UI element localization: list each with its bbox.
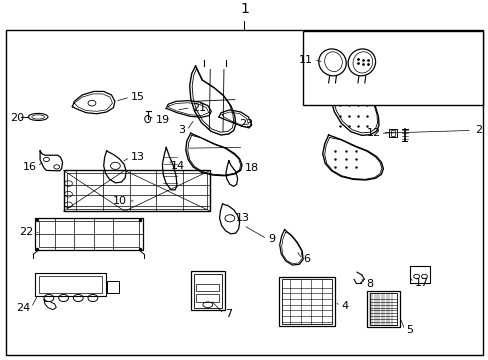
Text: 17: 17 bbox=[414, 278, 428, 288]
Bar bbox=[106, 281, 119, 293]
Text: 4: 4 bbox=[341, 301, 348, 311]
Text: 1: 1 bbox=[240, 2, 248, 16]
Bar bbox=[388, 129, 396, 137]
Text: 19: 19 bbox=[155, 115, 169, 125]
Text: 7: 7 bbox=[224, 309, 232, 319]
Bar bbox=[390, 130, 394, 136]
Bar bbox=[35, 273, 106, 296]
Text: 16: 16 bbox=[22, 162, 37, 172]
Bar bbox=[195, 284, 219, 291]
Bar bbox=[409, 266, 429, 283]
Bar bbox=[366, 291, 399, 327]
Text: 6: 6 bbox=[303, 254, 309, 264]
Bar bbox=[63, 170, 210, 211]
Bar bbox=[278, 277, 334, 326]
Text: 23: 23 bbox=[238, 120, 252, 129]
Text: 8: 8 bbox=[365, 279, 372, 289]
Bar bbox=[66, 172, 207, 209]
Text: 10: 10 bbox=[113, 196, 127, 206]
Text: 22: 22 bbox=[19, 227, 33, 237]
Bar bbox=[369, 293, 396, 325]
Bar bbox=[303, 31, 482, 105]
Text: 18: 18 bbox=[244, 163, 258, 173]
Text: 11: 11 bbox=[298, 55, 312, 64]
Text: 21: 21 bbox=[191, 103, 205, 113]
Bar bbox=[39, 276, 102, 293]
Text: 14: 14 bbox=[171, 161, 185, 171]
Bar bbox=[39, 221, 139, 247]
Bar bbox=[195, 294, 219, 302]
Text: 12: 12 bbox=[366, 127, 381, 138]
Text: 13: 13 bbox=[131, 152, 145, 162]
Text: 24: 24 bbox=[16, 302, 30, 312]
Text: 3: 3 bbox=[178, 125, 184, 135]
Text: 5: 5 bbox=[405, 325, 412, 335]
Bar bbox=[190, 271, 224, 310]
Text: 2: 2 bbox=[474, 125, 482, 135]
Text: 13: 13 bbox=[235, 212, 249, 222]
Bar bbox=[282, 279, 331, 324]
Text: 20: 20 bbox=[10, 113, 24, 123]
Bar bbox=[35, 218, 142, 250]
Bar bbox=[193, 274, 222, 308]
Text: 9: 9 bbox=[267, 234, 275, 244]
Text: 15: 15 bbox=[131, 92, 145, 102]
